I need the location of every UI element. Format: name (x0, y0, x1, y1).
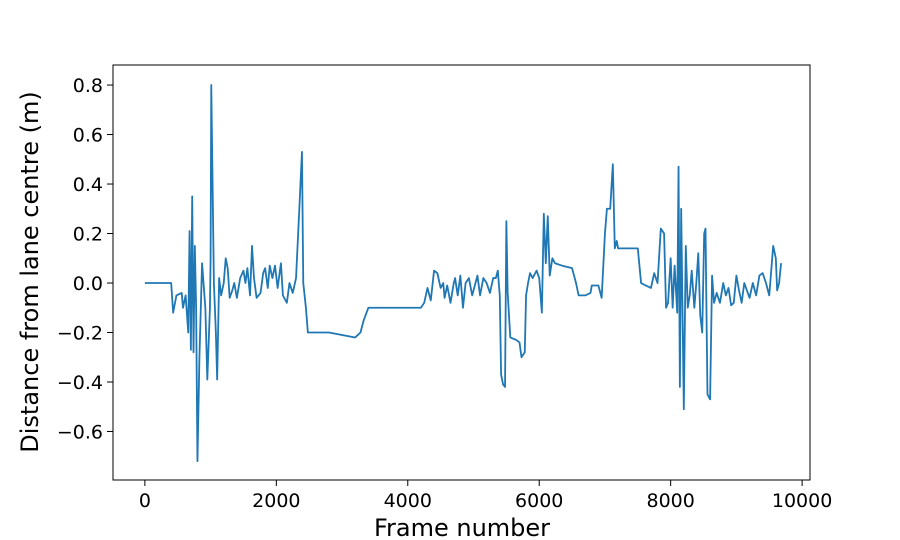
y-tick-label: −0.4 (57, 372, 103, 394)
x-tick-label: 6000 (515, 490, 563, 512)
x-tick-label: 10000 (772, 490, 832, 512)
plot-frame (112, 64, 811, 481)
y-tick-label: 0.4 (73, 174, 103, 196)
y-tick-label: −0.2 (57, 323, 103, 345)
x-tick-label: 8000 (646, 490, 694, 512)
y-tick-label: 0.0 (73, 273, 103, 295)
y-tick-label: 0.2 (73, 224, 103, 246)
y-tick-label: 0.8 (73, 75, 103, 97)
data-line (144, 84, 782, 463)
y-axis-label: Distance from lane centre (m) (16, 91, 44, 452)
x-axis-label: Frame number (374, 514, 550, 540)
y-tick-label: −0.6 (57, 421, 103, 443)
x-tick-label: 0 (139, 490, 151, 512)
x-tick-label: 4000 (384, 490, 432, 512)
x-tick-label: 2000 (252, 490, 300, 512)
y-tick-label: 0.6 (73, 125, 103, 147)
